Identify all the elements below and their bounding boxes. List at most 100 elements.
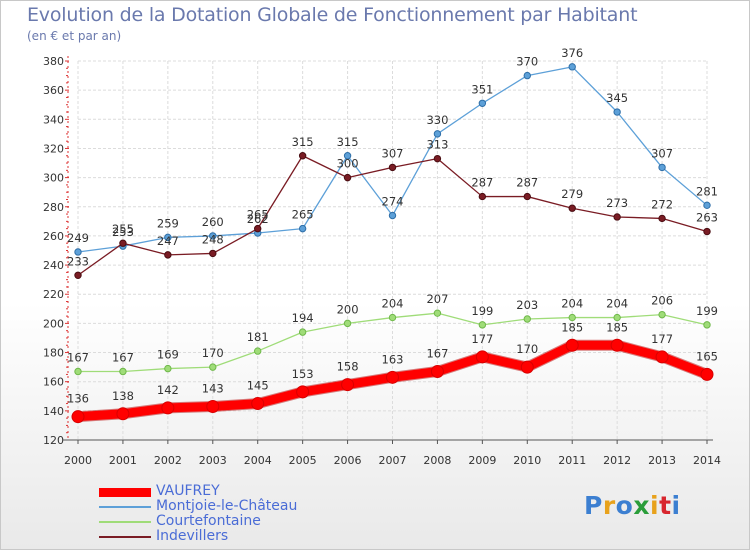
x-tick-label: 2007 (379, 454, 407, 467)
chart-subtitle: (en € et par an) (27, 29, 122, 43)
data-point (296, 385, 310, 399)
series-layer (71, 63, 714, 424)
data-point (298, 152, 307, 160)
data-point (433, 309, 442, 317)
y-tick-label: 160 (43, 376, 64, 389)
data-point (388, 163, 397, 172)
logo-letter: x (633, 491, 650, 520)
data-label: 279 (561, 187, 583, 201)
legend-label: VAUFREY (156, 483, 220, 499)
y-tick-label: 220 (43, 288, 64, 301)
data-point (700, 367, 714, 381)
data-label: 199 (696, 304, 718, 318)
data-point (298, 224, 307, 233)
data-label: 330 (426, 113, 448, 127)
logo-letter: r (602, 491, 616, 520)
data-point (613, 108, 621, 116)
y-tick-label: 360 (43, 84, 64, 97)
data-label: 185 (606, 320, 628, 334)
data-point (523, 192, 531, 201)
y-tick-label: 180 (43, 347, 64, 360)
data-label: 273 (606, 196, 628, 210)
data-label: 233 (67, 254, 89, 268)
data-label: 260 (202, 215, 224, 229)
x-tick-label: 2012 (603, 454, 631, 467)
data-point (74, 248, 82, 256)
data-point (164, 251, 172, 259)
y-tick-label: 120 (43, 434, 64, 447)
data-point (613, 213, 621, 221)
legend-swatch (99, 536, 151, 538)
data-point (209, 249, 217, 258)
data-point (703, 321, 711, 329)
data-label: 274 (382, 195, 404, 209)
x-tick-label: 2009 (468, 454, 496, 467)
logo-letter: t (659, 491, 672, 520)
data-label: 262 (247, 212, 269, 226)
data-label: 249 (67, 231, 89, 245)
data-point (430, 364, 444, 378)
legend-label: Indevillers (156, 528, 229, 544)
x-tick-label: 2003 (199, 454, 227, 467)
data-label: 199 (471, 304, 493, 318)
data-point (703, 227, 711, 236)
data-label: 204 (606, 297, 628, 311)
x-tick-label: 2004 (244, 454, 272, 467)
logo-letter: P (584, 491, 603, 520)
data-point (658, 214, 666, 223)
data-label: 287 (471, 176, 493, 190)
data-point (478, 99, 487, 107)
data-label: 138 (112, 389, 134, 403)
data-point (478, 321, 487, 329)
data-point (658, 310, 666, 319)
x-tick-label: 2010 (513, 454, 541, 467)
data-point (388, 313, 397, 322)
data-point (71, 410, 85, 424)
data-point (568, 313, 576, 322)
data-label: 315 (337, 135, 359, 149)
data-point (343, 173, 352, 182)
data-point (116, 407, 130, 421)
y-tick-label: 200 (43, 317, 64, 330)
data-label: 315 (292, 135, 314, 149)
legend-swatch (99, 521, 151, 523)
x-tick-label: 2006 (334, 454, 362, 467)
data-point (209, 232, 217, 240)
data-label: 281 (696, 184, 718, 198)
data-label: 145 (247, 379, 269, 393)
data-label: 136 (67, 392, 89, 406)
data-point (254, 347, 262, 355)
data-label: 200 (337, 302, 359, 316)
data-label: 313 (426, 138, 448, 152)
data-point (119, 367, 127, 376)
data-point (388, 211, 397, 220)
x-tick-label: 2014 (693, 454, 721, 467)
data-point (568, 204, 576, 212)
data-point (523, 315, 531, 323)
data-point (655, 350, 669, 364)
data-point (475, 350, 489, 364)
data-point (478, 192, 487, 201)
data-point (386, 370, 399, 384)
data-point (568, 63, 576, 71)
data-point (703, 201, 711, 210)
logo-letter: o (615, 491, 634, 520)
legend-swatch (99, 506, 151, 508)
data-label: 153 (292, 367, 314, 381)
data-label: 300 (337, 157, 359, 171)
data-point (74, 367, 82, 376)
data-point (610, 338, 624, 352)
data-label: 181 (247, 330, 269, 344)
data-point (74, 271, 82, 279)
data-label: 248 (202, 232, 224, 246)
x-tick-label: 2001 (109, 454, 137, 467)
data-label: 158 (337, 360, 359, 374)
data-label: 370 (516, 55, 538, 69)
axes: 120 140 160 180 200 220 240 260 280 300 320 340 360 3… (43, 55, 721, 467)
data-label: 142 (157, 383, 179, 397)
x-tick-label: 2013 (648, 454, 676, 467)
legend-swatch (99, 487, 151, 497)
